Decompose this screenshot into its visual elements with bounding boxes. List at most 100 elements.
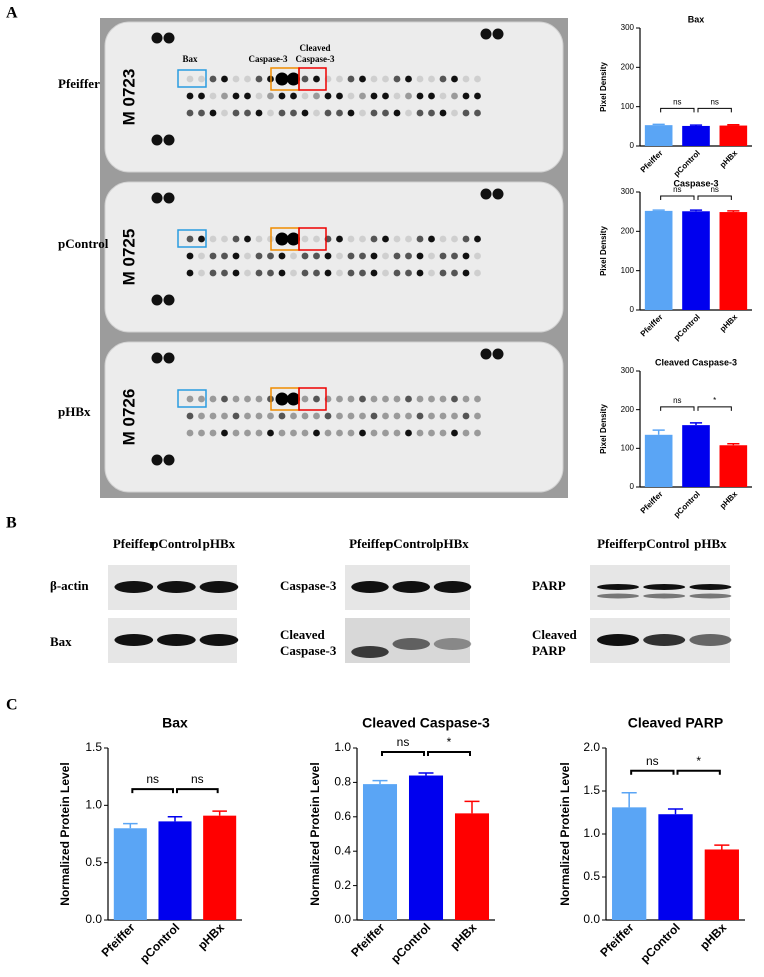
spot — [428, 92, 435, 100]
spot — [221, 429, 228, 437]
chart-title: Cleaved Caspase-3 — [655, 357, 737, 367]
spot — [439, 92, 447, 100]
significance-bracket — [697, 406, 732, 411]
spot — [232, 75, 240, 83]
membrane-id: M 0723 — [119, 69, 138, 126]
lane-label: pHBx — [436, 536, 469, 551]
panel-label: A — [6, 5, 18, 22]
y-tick-label: 200 — [621, 226, 635, 235]
bar — [408, 775, 444, 920]
spot — [474, 75, 481, 83]
spot — [405, 235, 412, 243]
spot — [244, 429, 251, 437]
bar — [362, 784, 398, 920]
significance-label: ns — [673, 396, 681, 405]
spot — [324, 429, 332, 437]
y-tick-label: 100 — [621, 443, 635, 452]
box-label: Cleaved — [300, 43, 331, 53]
spot — [232, 92, 240, 100]
bar — [682, 211, 710, 310]
spot — [393, 75, 401, 83]
spot — [336, 395, 343, 403]
reference-spot — [163, 192, 175, 204]
spot — [232, 429, 240, 437]
spot — [451, 395, 458, 403]
spot — [462, 395, 470, 403]
spot — [462, 252, 470, 260]
spot — [244, 395, 251, 403]
row-label: Caspase-3 — [280, 643, 337, 658]
row-label: PARP — [532, 578, 566, 593]
spot — [221, 252, 228, 260]
spot — [301, 109, 309, 117]
spot — [255, 395, 263, 403]
spot — [359, 92, 366, 100]
spot — [416, 109, 424, 117]
row-label: Caspase-3 — [280, 578, 337, 593]
x-tick-label: pControl — [137, 920, 182, 965]
spot — [428, 395, 435, 403]
spot — [275, 232, 289, 246]
bar — [704, 849, 739, 920]
reference-spot — [492, 28, 504, 40]
spot — [451, 429, 458, 437]
reference-spot — [480, 28, 492, 40]
y-tick-label: 200 — [621, 405, 635, 414]
error-bar — [652, 429, 665, 435]
y-tick-label: 200 — [621, 62, 635, 71]
spot — [462, 269, 470, 277]
spot — [439, 235, 447, 243]
lane-label: pControl — [151, 536, 202, 551]
spot — [301, 252, 309, 260]
spot — [232, 412, 240, 420]
significance-label: ns — [673, 97, 681, 106]
spot — [267, 429, 274, 437]
y-tick-label: 0.2 — [334, 878, 351, 892]
spot — [347, 252, 355, 260]
x-tick-label: Pfeiffer — [348, 920, 387, 959]
error-bar — [727, 442, 740, 446]
spot — [186, 235, 194, 243]
spot — [198, 429, 205, 437]
bar — [682, 425, 710, 487]
significance-label: ns — [146, 772, 159, 786]
row-label: Bax — [50, 634, 72, 649]
spot — [221, 235, 228, 243]
significance-label: ns — [710, 185, 718, 194]
band — [392, 581, 430, 593]
significance-bracket — [660, 107, 695, 113]
bar — [158, 821, 192, 920]
spot — [474, 269, 481, 277]
spot — [347, 109, 355, 117]
spot — [439, 75, 447, 83]
y-tick-label: 0.0 — [583, 912, 600, 926]
reference-spot — [163, 454, 175, 466]
spot — [301, 92, 309, 100]
spot — [313, 235, 320, 243]
lane-label: pHBx — [694, 536, 727, 551]
spot — [405, 92, 412, 100]
spot — [416, 252, 424, 260]
row-label: Cleaved — [280, 627, 326, 642]
spot — [347, 395, 355, 403]
spot — [221, 269, 228, 277]
spot — [451, 252, 458, 260]
spot — [209, 109, 217, 117]
lane-label: Pfeiffer — [349, 536, 391, 551]
band — [157, 634, 196, 646]
spot — [313, 75, 320, 83]
spot — [244, 235, 251, 243]
y-tick-label: 1.5 — [583, 783, 600, 797]
spot — [347, 92, 355, 100]
lane-label: pControl — [386, 536, 437, 551]
chart-title: Cleaved Caspase-3 — [362, 715, 490, 731]
membranes: Pfeiffer M 0723 pControl M 0725 pHBx M 0726 Ba… — [58, 21, 564, 493]
x-tick-label: pControl — [672, 149, 702, 179]
spot — [232, 235, 240, 243]
error-bar — [689, 422, 703, 426]
error-bar — [727, 210, 740, 213]
reference-spot — [151, 294, 163, 306]
band — [199, 634, 239, 646]
